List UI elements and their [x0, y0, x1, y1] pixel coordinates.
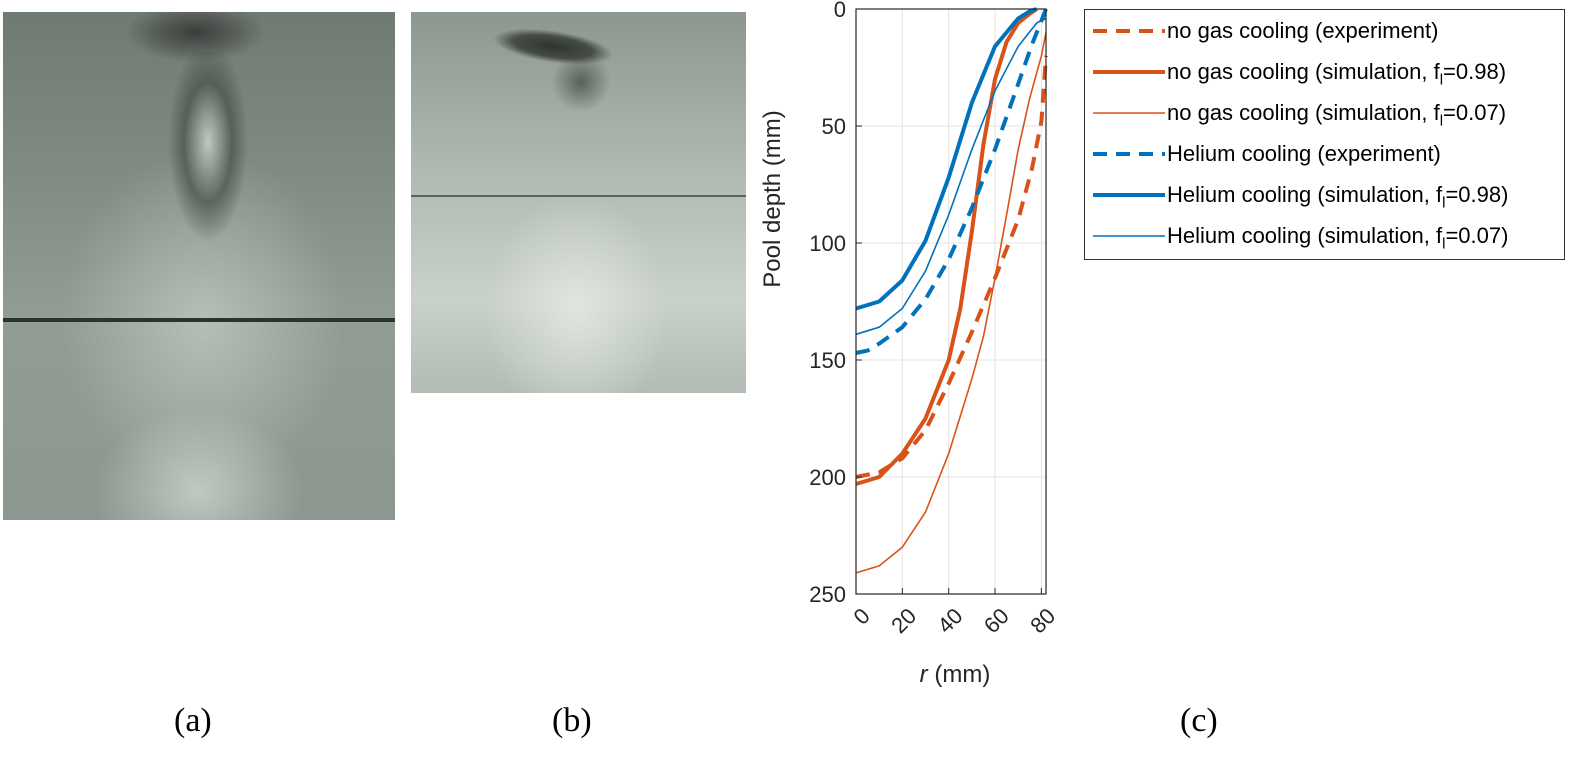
photo-panel-b — [411, 12, 746, 393]
legend-item: Helium cooling (experiment) — [1085, 137, 1564, 171]
legend-swatch — [1093, 29, 1165, 33]
x-tick-label: 40 — [933, 603, 968, 638]
legend-label-subscript: l — [1439, 71, 1444, 89]
porosity-streak — [163, 52, 253, 252]
panel-label-c: (c) — [1180, 702, 1218, 739]
y-tick-label: 150 — [809, 348, 846, 373]
grid — [855, 8, 1046, 595]
y-tick-label: 100 — [809, 231, 846, 256]
x-tick-label: 60 — [979, 603, 1014, 638]
legend-swatch — [1093, 70, 1165, 74]
series-line-2 — [855, 32, 1047, 574]
legend-label-suffix: =0.98) — [1443, 59, 1507, 84]
series-line-1 — [855, 7, 1038, 486]
legend-swatch — [1093, 193, 1165, 197]
legend-label: no gas cooling (simulation, fl=0.98) — [1167, 59, 1506, 88]
x-tick-label: 0 — [849, 603, 875, 629]
legend-label-subscript: l — [1439, 112, 1444, 130]
legend-label-main: Helium cooling (simulation, f — [1167, 182, 1443, 207]
legend-label-main: no gas cooling (simulation, f — [1167, 59, 1440, 84]
legend-item: no gas cooling (simulation, fl=0.07) — [1085, 96, 1564, 130]
legend-label-main: Helium cooling (experiment) — [1167, 141, 1441, 166]
series-line-3 — [855, 8, 1048, 355]
legend-label-suffix: =0.07) — [1443, 100, 1507, 125]
y-axis-label: Pool depth (mm) — [759, 110, 786, 287]
x-tick-label: 80 — [1025, 603, 1060, 638]
legend-label: no gas cooling (simulation, fl=0.07) — [1167, 100, 1506, 129]
series-line-5 — [855, 17, 1047, 336]
section-seam — [3, 318, 395, 322]
legend: no gas cooling (experiment) no gas coolin… — [1084, 9, 1565, 260]
panel-label-b: (b) — [552, 702, 592, 739]
series-line-4 — [855, 7, 1038, 311]
legend-label-suffix: =0.07) — [1445, 223, 1509, 248]
legend-swatch — [1093, 112, 1165, 114]
legend-item: no gas cooling (experiment) — [1085, 14, 1564, 48]
plot-frame — [855, 8, 1047, 595]
porosity-stain — [551, 52, 611, 112]
legend-label: Helium cooling (experiment) — [1167, 141, 1441, 167]
x-tick-label: 20 — [886, 603, 921, 638]
x-axis-label: r (mm) — [920, 661, 991, 688]
photo-panel-a — [3, 12, 395, 520]
legend-item: Helium cooling (simulation, fl=0.98) — [1085, 178, 1564, 212]
y-tick-label: 0 — [834, 0, 846, 22]
legend-label-subscript: l — [1442, 194, 1446, 212]
section-seam — [411, 195, 746, 197]
legend-label-main: Helium cooling (simulation, f — [1167, 223, 1443, 248]
legend-label: Helium cooling (simulation, fl=0.07) — [1167, 223, 1508, 252]
legend-item: no gas cooling (simulation, fl=0.98) — [1085, 55, 1564, 89]
series-group — [855, 7, 1048, 574]
x-axis-unit: (mm) — [928, 661, 991, 688]
y-tick-label: 250 — [809, 582, 846, 607]
legend-item: Helium cooling (simulation, fl=0.07) — [1085, 219, 1564, 253]
legend-label-main: no gas cooling (experiment) — [1167, 18, 1439, 43]
y-tick-label: 200 — [809, 465, 846, 490]
panel-label-a: (a) — [174, 702, 212, 739]
x-axis-variable: r — [920, 661, 929, 688]
legend-label: Helium cooling (simulation, fl=0.98) — [1167, 182, 1508, 211]
legend-swatch — [1093, 235, 1165, 237]
series-line-0 — [855, 55, 1048, 479]
legend-label: no gas cooling (experiment) — [1167, 18, 1438, 44]
legend-label-subscript: l — [1442, 235, 1446, 253]
y-tick-label: 50 — [822, 114, 846, 139]
legend-label-suffix: =0.98) — [1445, 182, 1509, 207]
legend-label-main: no gas cooling (simulation, f — [1167, 100, 1440, 125]
legend-swatch — [1093, 152, 1165, 156]
